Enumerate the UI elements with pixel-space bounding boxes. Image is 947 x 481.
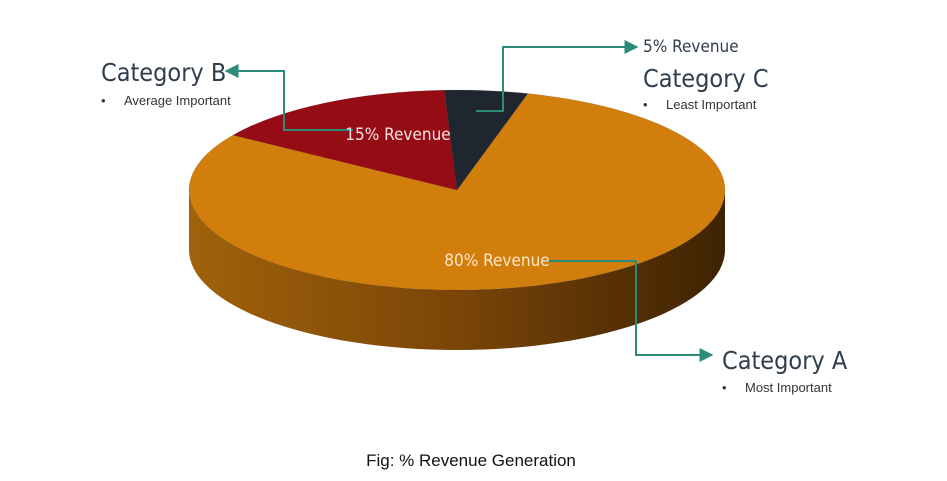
category-a-bullet: Most Important: [745, 380, 832, 395]
pie-side-wall: [189, 190, 725, 350]
slice-label-c: 5% Revenue: [643, 37, 739, 57]
connector-category-c: [476, 40, 639, 112]
connector-category-b: [224, 64, 353, 131]
slice-label-a: 80% Revenue: [444, 251, 549, 271]
pie-slice-b: [232, 89, 458, 191]
category-b-title: Category B: [101, 58, 226, 87]
slice-label-b: 15% Revenue: [345, 125, 450, 145]
category-c-title: Category C: [643, 64, 769, 93]
pie-slice-a: [188, 93, 726, 291]
connector-category-a: [546, 260, 714, 362]
figure-caption: Fig: % Revenue Generation: [366, 451, 576, 470]
category-b-bullet: Average Important: [124, 93, 231, 108]
category-c-bullet-dot: •: [643, 97, 648, 112]
category-c-bullet: Least Important: [666, 97, 757, 112]
pie-top: [188, 89, 726, 291]
category-a-bullet-dot: •: [722, 380, 727, 395]
category-a-title: Category A: [722, 346, 848, 375]
pie-slice-c: [444, 89, 529, 191]
category-b-bullet-dot: •: [101, 93, 106, 108]
